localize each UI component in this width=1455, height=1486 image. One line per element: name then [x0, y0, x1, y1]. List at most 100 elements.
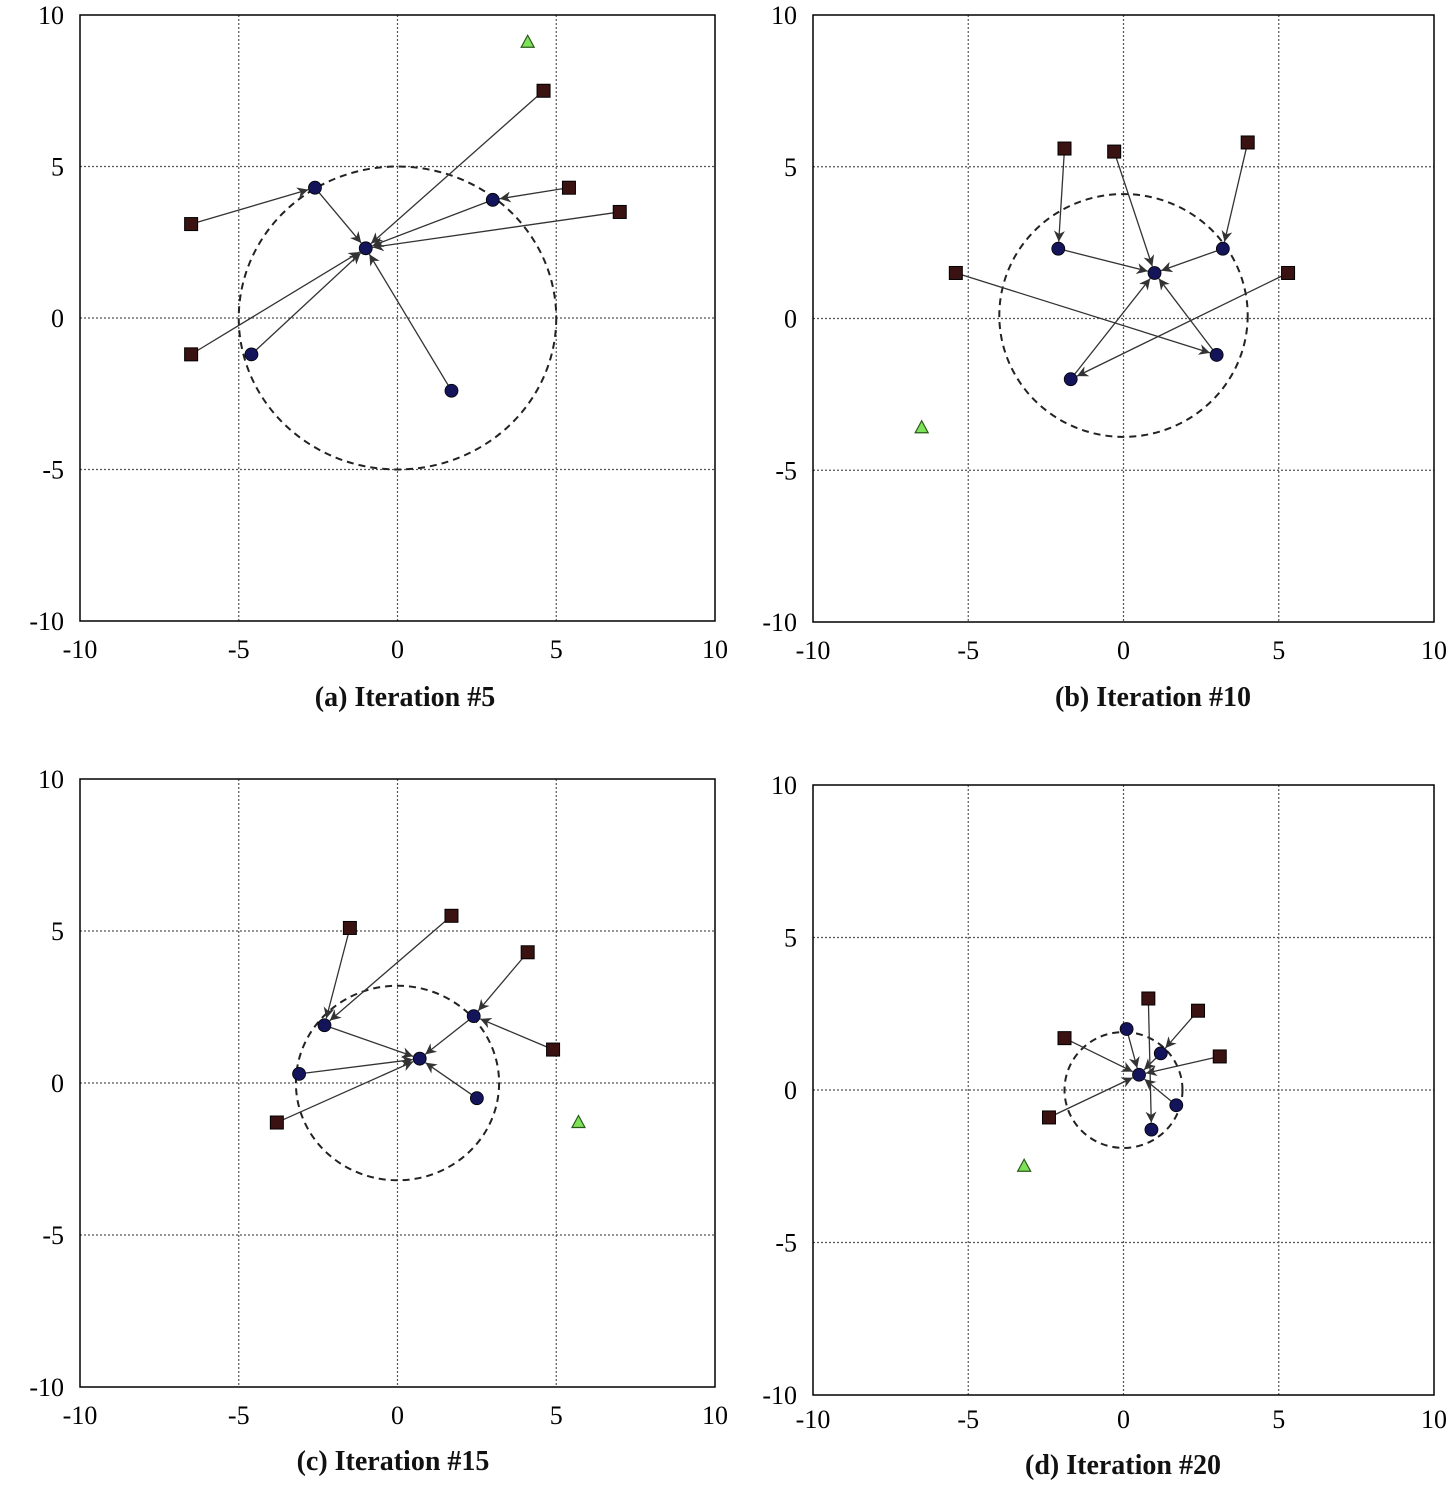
dot-marker: [1153, 1046, 1168, 1061]
y-tick-label: -10: [762, 608, 797, 637]
arrow: [1158, 278, 1214, 351]
grid-lines: [813, 785, 1434, 1395]
plot-frame: [812, 784, 1435, 1396]
arrow: [1160, 250, 1218, 273]
grid-lines: [813, 15, 1434, 622]
y-tick-label: -10: [29, 607, 64, 636]
panel-d: 10 5 0 -5 -10 -10 -5 0 5 10 (d) Iteration #20: [735, 752, 1455, 1486]
dot-marker: [358, 241, 373, 256]
dashed-circle: [1063, 1031, 1184, 1149]
y-tick-label: -5: [42, 1221, 64, 1250]
x-tick-label: 5: [550, 635, 563, 664]
x-tick-label: -5: [228, 635, 250, 664]
x-tick-label: -5: [957, 1405, 979, 1434]
arrow: [372, 212, 614, 252]
arrow: [479, 1018, 548, 1048]
plot-frame: [812, 14, 1435, 623]
dot-marker: [469, 1091, 484, 1106]
x-tick-label: 10: [1421, 1405, 1447, 1434]
square-marker: [1281, 265, 1296, 280]
dot-marker: [244, 347, 259, 362]
chart-caption: (a) Iteration #5: [315, 682, 495, 713]
dot-marker: [1144, 1122, 1159, 1137]
dot-marker: [1063, 372, 1078, 387]
plot-frame: [79, 778, 716, 1388]
y-tick-label: 0: [51, 1069, 64, 1098]
y-tick-label: 5: [784, 153, 797, 182]
triangle-marker: [520, 34, 536, 48]
x-tick-label: -5: [228, 1401, 250, 1430]
x-tick-label: 5: [550, 1401, 563, 1430]
y-tick-label: 5: [784, 924, 797, 953]
square-marker: [444, 908, 459, 923]
x-tick-label: 10: [702, 1401, 728, 1430]
dot-marker: [485, 192, 500, 207]
chart-c: 10 5 0 -5 -10-10 -5 0 5 10 (c) Iteration #15: [29, 765, 728, 1477]
y-tick-label: 10: [771, 1, 797, 30]
x-tick-label: 0: [1117, 636, 1130, 665]
chart-b: 10 5 0 -5 -10-10 -5 0 5 10 (b) Iteration #10: [762, 1, 1447, 713]
dot-marker: [1215, 241, 1230, 256]
dot-marker: [444, 383, 459, 398]
chart-caption: (c) Iteration #15: [297, 1446, 490, 1477]
chart-a: 10 5 0 -5 -10-10 -5 0 5 10 (a) Iteration #5: [29, 1, 728, 713]
chart-caption: (d) Iteration #20: [1025, 1450, 1221, 1481]
arrow: [282, 1060, 414, 1121]
arrow: [323, 933, 349, 1019]
y-tick-label: 10: [38, 1, 64, 30]
arrows: [195, 94, 614, 386]
arrow: [1076, 275, 1283, 377]
chart-d: 10 5 0 -5 -10-10 -5 0 5 10 (d) Iteration #20: [762, 771, 1447, 1481]
grid-lines: [80, 15, 715, 621]
arrow: [318, 191, 362, 244]
dot-marker: [292, 1066, 306, 1081]
square-marker: [612, 204, 627, 219]
dot-marker: [1119, 1022, 1134, 1036]
plot-frame: [79, 14, 716, 622]
arrow: [370, 94, 540, 245]
square-marker: [1212, 1049, 1227, 1064]
x-tick-label: 5: [1272, 1405, 1285, 1434]
panel-a: 10 5 0 -5 -10 -10 -5 0 5 10 (a) Iteration #5: [0, 0, 730, 740]
x-tick-label: -5: [957, 636, 979, 665]
arrow: [368, 253, 449, 386]
square-marker: [546, 1042, 561, 1057]
dot-marker: [317, 1018, 332, 1033]
x-tick-label: 0: [391, 635, 404, 664]
panel-b: 10 5 0 -5 -10 -10 -5 0 5 10 (b) Iteration #10: [735, 0, 1455, 740]
y-tick-label: 5: [51, 917, 64, 946]
y-tick-label: -10: [762, 1381, 797, 1410]
arrow: [196, 187, 309, 224]
y-tick-label: 0: [784, 1076, 797, 1105]
square-marker: [1107, 144, 1122, 159]
x-tick-label: 10: [1421, 636, 1447, 665]
y-tick-label: -5: [42, 456, 64, 485]
square-marker: [1057, 1031, 1072, 1046]
square-marker: [1191, 1003, 1206, 1018]
panel-c: 10 5 0 -5 -10 -10 -5 0 5 10 (c) Iteration #15: [0, 752, 730, 1486]
x-tick-label: -10: [796, 1405, 831, 1434]
arrows: [1054, 1004, 1215, 1123]
square-marker: [1240, 135, 1255, 150]
square-marker: [1057, 141, 1072, 156]
square-marker: [342, 920, 357, 935]
arrow: [961, 274, 1211, 355]
y-tick-label: 0: [51, 304, 64, 333]
x-tick-label: -10: [796, 636, 831, 665]
grid-lines: [80, 779, 715, 1387]
arrow: [304, 1055, 413, 1074]
x-tick-label: -10: [63, 1401, 98, 1430]
x-tick-label: 5: [1272, 636, 1285, 665]
square-marker: [561, 180, 576, 195]
arrow: [1063, 249, 1148, 274]
square-marker: [184, 217, 199, 232]
y-tick-label: 0: [784, 305, 797, 334]
arrow: [1069, 1040, 1134, 1073]
square-marker: [948, 265, 963, 280]
y-tick-label: -5: [775, 456, 797, 485]
square-marker: [1141, 991, 1156, 1006]
arrow: [329, 919, 448, 1022]
dashed-circle: [237, 165, 558, 471]
arrow: [1144, 1078, 1173, 1102]
dot-marker: [1209, 348, 1224, 362]
